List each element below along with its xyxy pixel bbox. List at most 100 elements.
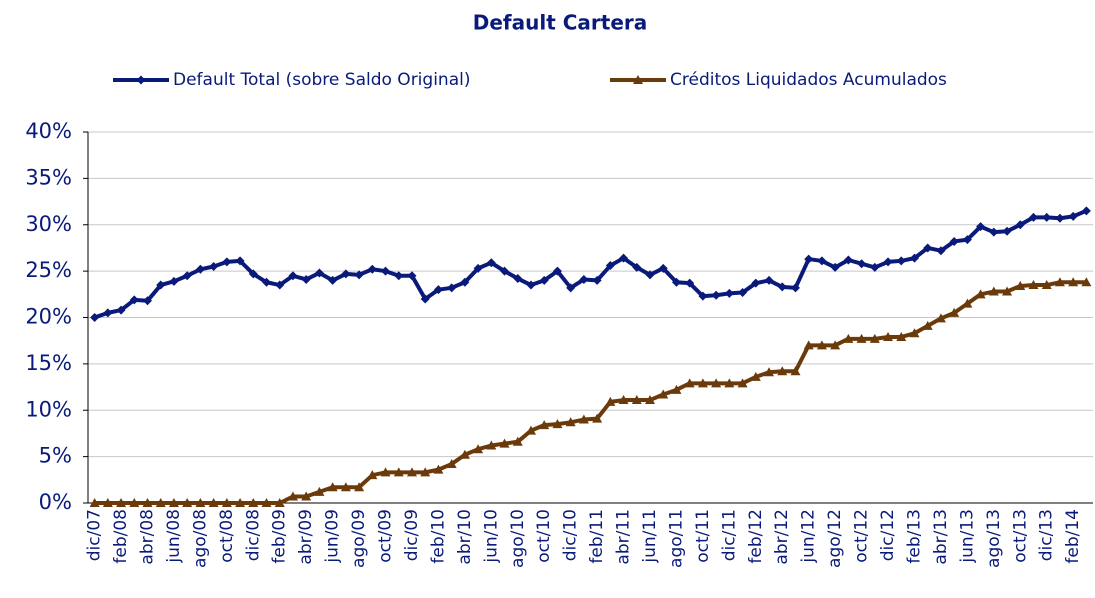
x-tick-label: feb/11 — [587, 509, 607, 564]
x-tick-label: ago/12 — [825, 509, 845, 568]
marker — [989, 227, 999, 237]
marker — [512, 436, 523, 446]
marker — [552, 419, 563, 429]
marker — [803, 340, 814, 350]
marker — [777, 282, 787, 292]
marker — [381, 266, 391, 276]
marker — [1028, 280, 1039, 290]
x-tick-label: abr/13 — [931, 509, 951, 565]
marker — [208, 498, 219, 507]
series-line — [94, 280, 1087, 505]
marker — [499, 438, 510, 448]
marker — [711, 378, 722, 388]
marker — [341, 269, 351, 279]
marker — [988, 286, 999, 296]
marker — [406, 467, 417, 477]
x-tick-label: jun/13 — [957, 509, 977, 564]
marker — [248, 269, 258, 279]
marker — [155, 498, 166, 507]
marker — [843, 333, 854, 343]
series-line — [93, 208, 1088, 320]
x-tick-label: feb/09 — [270, 509, 290, 564]
marker — [116, 305, 126, 315]
marker — [103, 308, 113, 318]
x-tick-label: dic/12 — [878, 509, 898, 561]
marker — [500, 266, 510, 276]
marker — [618, 395, 629, 405]
y-tick-label: 40% — [25, 119, 72, 143]
marker — [631, 395, 642, 405]
marker — [1015, 220, 1025, 230]
marker — [143, 296, 153, 306]
marker — [288, 271, 298, 281]
marker — [235, 498, 246, 507]
x-tick-label: ago/09 — [349, 509, 369, 568]
y-tick-label: 25% — [25, 258, 72, 282]
marker — [909, 328, 920, 338]
marker — [737, 378, 748, 388]
marker — [354, 270, 364, 280]
x-tick-label: jun/08 — [164, 509, 184, 564]
marker — [1081, 277, 1092, 287]
marker — [816, 340, 827, 350]
marker — [420, 294, 430, 304]
legend-label: Créditos Liquidados Acumulados — [670, 70, 947, 90]
marker — [261, 498, 272, 507]
marker — [671, 384, 682, 394]
marker — [195, 264, 205, 274]
marker — [486, 258, 496, 268]
x-tick-label: jun/09 — [323, 509, 343, 564]
marker — [830, 262, 840, 272]
chart-title: Default Cartera — [473, 11, 648, 35]
marker — [1002, 226, 1012, 236]
marker — [578, 414, 589, 424]
marker — [1081, 206, 1091, 216]
marker — [870, 262, 880, 272]
marker — [116, 498, 127, 507]
marker — [129, 498, 140, 507]
marker — [380, 467, 391, 477]
y-tick-label: 30% — [25, 212, 72, 236]
marker — [790, 283, 800, 293]
marker — [685, 278, 695, 288]
x-tick-label: ago/08 — [190, 509, 210, 568]
x-tick-label: ago/13 — [984, 509, 1004, 568]
y-tick-label: 35% — [25, 165, 72, 189]
marker — [724, 378, 735, 388]
marker — [698, 291, 708, 301]
x-tick-label: oct/11 — [693, 509, 713, 563]
marker — [936, 246, 946, 256]
marker — [195, 498, 206, 507]
marker — [473, 444, 484, 454]
marker — [314, 268, 324, 278]
marker — [433, 285, 443, 295]
marker — [460, 277, 470, 287]
marker — [156, 280, 166, 290]
x-tick-label: feb/14 — [1063, 509, 1083, 564]
marker — [328, 275, 338, 285]
marker — [367, 470, 378, 480]
x-tick-label: ago/10 — [508, 509, 528, 568]
marker — [949, 236, 959, 246]
marker — [1054, 277, 1065, 287]
marker — [168, 498, 179, 507]
marker — [605, 261, 615, 271]
marker — [922, 320, 933, 330]
marker — [90, 313, 100, 322]
marker — [764, 275, 774, 285]
marker — [949, 307, 960, 317]
marker — [473, 263, 483, 273]
marker — [566, 283, 576, 293]
legend-label: Default Total (sobre Saldo Original) — [173, 70, 470, 90]
x-tick-label: jun/11 — [640, 509, 660, 564]
marker — [248, 498, 259, 507]
marker — [724, 288, 734, 298]
marker — [579, 274, 589, 284]
marker — [804, 254, 814, 264]
marker — [539, 420, 550, 430]
marker — [1028, 212, 1038, 222]
marker — [1068, 277, 1079, 287]
marker — [539, 275, 549, 285]
marker — [129, 295, 139, 305]
x-tick-label: ago/11 — [666, 509, 686, 568]
